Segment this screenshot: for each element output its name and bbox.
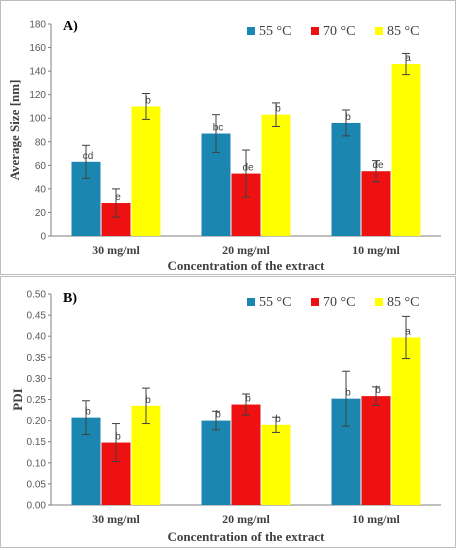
y-tick-label: 0.05 [27, 479, 47, 490]
y-tick-label: 60 [35, 161, 47, 172]
significance-letter: b [375, 385, 381, 396]
legend-swatch [247, 298, 255, 306]
y-tick-label: 40 [35, 184, 47, 195]
significance-letter: b [275, 414, 281, 425]
legend-label: 70 °C [323, 295, 355, 310]
legend-swatch [311, 27, 319, 35]
y-tick-label: 0.40 [27, 332, 47, 343]
panel-label: B) [63, 291, 77, 306]
y-tick-label: 0.30 [27, 374, 47, 385]
significance-letter: b [215, 410, 221, 421]
y-tick-label: 0.20 [27, 416, 47, 427]
legend-label: 70 °C [323, 24, 355, 39]
y-axis-title: Average Size [nm] [7, 80, 22, 181]
chart-a-svg: 0 20 40 60 80 100 120 140 160 180 cd e b 30 mg/ml bc de… [7, 19, 441, 273]
x-tick-label: 30 mg/ml [92, 512, 140, 526]
panel-label: A) [63, 19, 78, 34]
legend-label: 55 °C [259, 24, 291, 39]
bar [391, 337, 421, 505]
legend-swatch [311, 298, 319, 306]
y-tick-label: 20 [35, 208, 47, 219]
legend-label: 55 °C [259, 295, 291, 310]
y-tick-label: 0.25 [27, 395, 47, 406]
y-axis-title: PDI [10, 388, 25, 410]
chart-b-svg: 0.00 0.05 0.10 0.15 0.20 0.25 0.30 0.35 0.40 0.45… [10, 290, 441, 544]
significance-letter: a [405, 326, 411, 337]
y-tick-label: 80 [35, 137, 47, 148]
bar [131, 106, 161, 236]
significance-letter: a [405, 53, 411, 64]
legend-label: 85 °C [387, 24, 419, 39]
significance-letter: b [115, 432, 121, 443]
y-tick-label: 0.50 [27, 290, 47, 301]
significance-letter: b [245, 394, 251, 405]
significance-letter: bc [213, 123, 224, 134]
significance-letter: de [372, 160, 384, 171]
bar [391, 64, 421, 236]
bar [261, 424, 291, 505]
x-tick-label: 20 mg/ml [222, 512, 270, 526]
y-tick-label: 100 [29, 114, 46, 125]
x-axis-title: Concentration of the extract [167, 258, 325, 273]
significance-letter: b [345, 388, 351, 399]
bar [261, 114, 291, 236]
y-tick-label: 180 [29, 20, 46, 31]
legend-label: 85 °C [387, 295, 419, 310]
chart-panel-b: 0.00 0.05 0.10 0.15 0.20 0.25 0.30 0.35 0.40 0.45… [0, 276, 456, 548]
bar [231, 404, 261, 505]
significance-letter: b [345, 112, 351, 123]
significance-letter: b [275, 104, 281, 115]
x-tick-label: 30 mg/ml [92, 243, 140, 257]
y-tick-label: 0.45 [27, 311, 47, 322]
legend-swatch [247, 27, 255, 35]
bar [361, 396, 391, 505]
significance-letter: de [242, 163, 254, 174]
y-tick-label: 0 [40, 232, 46, 243]
bar [331, 122, 361, 236]
significance-letter: b [145, 95, 151, 106]
bar [201, 420, 231, 505]
x-tick-label: 10 mg/ml [352, 512, 400, 526]
legend-swatch [375, 27, 383, 35]
y-tick-label: 140 [29, 67, 46, 78]
significance-letter: b [85, 407, 91, 418]
y-tick-label: 0.00 [27, 501, 47, 512]
x-tick-label: 20 mg/ml [222, 243, 270, 257]
y-tick-label: 0.10 [27, 458, 47, 469]
legend-swatch [375, 298, 383, 306]
y-tick-label: 0.15 [27, 437, 47, 448]
y-tick-label: 0.35 [27, 353, 47, 364]
x-axis-title: Concentration of the extract [167, 529, 325, 544]
chart-panel-a: 0 20 40 60 80 100 120 140 160 180 cd e b 30 mg/ml bc de… [0, 0, 456, 275]
y-tick-label: 120 [29, 90, 46, 101]
y-tick-label: 160 [29, 43, 46, 54]
significance-letter: e [115, 192, 121, 203]
significance-letter: cd [83, 151, 94, 162]
x-tick-label: 10 mg/ml [352, 243, 400, 257]
significance-letter: b [145, 395, 151, 406]
